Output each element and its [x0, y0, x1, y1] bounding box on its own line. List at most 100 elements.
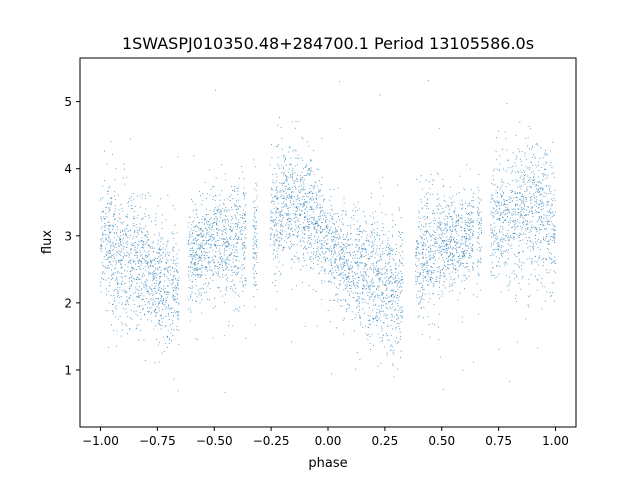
- data-point: [152, 272, 154, 274]
- data-point: [146, 280, 148, 282]
- data-point: [380, 273, 383, 275]
- data-point: [421, 188, 423, 190]
- data-point: [368, 258, 370, 260]
- data-point: [519, 205, 521, 207]
- data-point: [234, 232, 236, 234]
- data-point: [243, 229, 245, 232]
- data-point: [101, 245, 103, 247]
- data-point: [462, 369, 464, 371]
- data-point: [308, 220, 310, 222]
- data-point: [324, 261, 326, 263]
- data-point: [520, 200, 522, 202]
- data-point: [386, 273, 388, 275]
- data-point: [333, 245, 335, 247]
- data-point: [161, 321, 163, 323]
- data-point: [342, 218, 344, 220]
- data-point: [158, 341, 160, 344]
- data-point: [159, 262, 161, 264]
- data-point: [359, 255, 362, 257]
- data-point: [276, 208, 278, 210]
- data-point: [283, 174, 285, 176]
- data-point: [441, 290, 443, 292]
- data-point: [342, 277, 344, 279]
- data-point: [358, 298, 360, 300]
- data-point: [343, 274, 345, 276]
- data-point: [127, 230, 129, 232]
- data-point: [243, 198, 245, 200]
- data-point: [309, 256, 311, 258]
- data-point: [455, 272, 457, 274]
- data-point: [492, 207, 494, 209]
- data-point: [237, 190, 239, 192]
- data-point: [443, 228, 445, 230]
- data-point: [192, 257, 194, 260]
- data-point: [534, 204, 536, 206]
- data-point: [455, 242, 457, 244]
- data-point: [223, 247, 225, 249]
- data-point: [515, 179, 517, 181]
- data-point: [392, 226, 394, 228]
- data-point: [312, 218, 314, 220]
- data-point: [370, 294, 372, 296]
- data-point: [218, 230, 220, 232]
- data-point: [112, 248, 114, 250]
- data-point: [219, 290, 221, 292]
- data-point: [313, 251, 315, 253]
- data-point: [171, 287, 173, 289]
- data-point: [104, 217, 106, 219]
- data-point: [100, 238, 102, 240]
- data-point: [438, 227, 440, 229]
- data-point: [197, 238, 199, 240]
- data-point: [228, 245, 230, 247]
- data-point: [452, 264, 454, 266]
- data-point: [415, 266, 417, 268]
- data-point: [506, 215, 509, 218]
- data-point: [160, 296, 162, 298]
- data-point: [189, 216, 191, 219]
- data-point: [326, 226, 328, 228]
- data-point: [372, 265, 374, 267]
- data-point: [366, 274, 368, 276]
- data-point: [288, 210, 290, 212]
- data-point: [287, 196, 289, 199]
- data-point: [162, 303, 164, 305]
- data-point: [339, 228, 342, 230]
- data-point: [395, 263, 397, 265]
- data-point: [205, 197, 207, 199]
- data-point: [253, 215, 255, 217]
- data-point: [480, 230, 482, 232]
- data-point: [377, 272, 379, 274]
- data-point: [149, 245, 151, 248]
- data-point: [136, 229, 138, 232]
- data-point: [198, 273, 200, 275]
- data-point: [508, 283, 510, 285]
- data-point: [361, 250, 363, 252]
- data-point: [497, 261, 499, 263]
- data-point: [339, 280, 341, 282]
- data-point: [309, 267, 311, 269]
- data-point: [439, 212, 441, 214]
- data-point: [304, 217, 306, 219]
- data-point: [328, 230, 330, 232]
- data-point: [495, 237, 497, 240]
- data-point: [552, 228, 555, 230]
- data-point: [210, 277, 212, 279]
- data-point: [490, 254, 492, 256]
- data-point: [292, 213, 294, 215]
- data-point: [231, 186, 233, 188]
- data-point: [324, 220, 326, 222]
- data-point: [118, 302, 120, 304]
- data-point: [491, 261, 493, 263]
- data-point: [546, 217, 548, 219]
- data-point: [374, 304, 376, 306]
- data-point: [309, 206, 311, 208]
- data-point: [438, 203, 441, 205]
- data-point: [166, 245, 168, 247]
- data-point: [275, 189, 277, 191]
- data-point: [233, 265, 235, 267]
- data-point: [527, 223, 529, 225]
- data-point: [111, 254, 113, 256]
- data-point: [328, 280, 330, 282]
- data-point: [442, 293, 444, 295]
- data-point: [296, 198, 299, 200]
